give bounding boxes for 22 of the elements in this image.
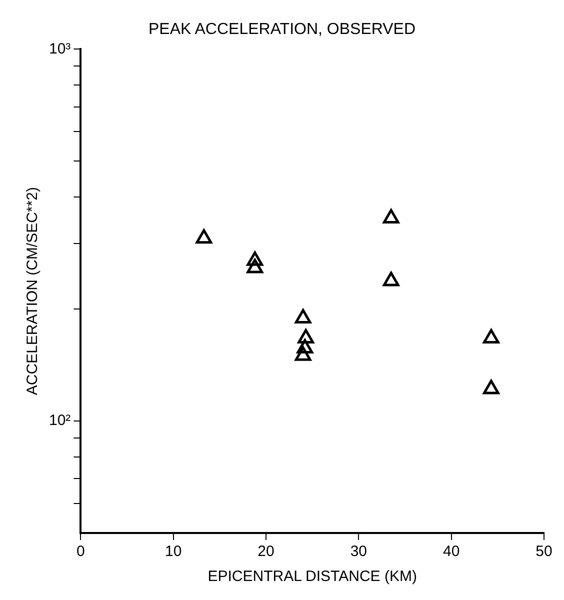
x-tick-label: 40 [442, 543, 460, 560]
point [294, 346, 312, 361]
x-tick-label: 10 [165, 543, 182, 560]
x-tick-label: 20 [258, 543, 274, 560]
y-axis-title: ACCELERATION (CM/SEC**2) [24, 187, 42, 396]
point [294, 309, 312, 324]
chart-title: PEAK ACCELERATION, OBSERVED [148, 21, 416, 38]
x-tick-label: 0 [76, 543, 85, 560]
point [246, 251, 264, 266]
point [196, 229, 212, 244]
x-tick-label: 50 [536, 543, 552, 560]
point [483, 328, 500, 344]
point [298, 328, 314, 344]
point [483, 380, 500, 394]
x-tick-label: 30 [350, 543, 368, 560]
point [382, 209, 400, 224]
y-tick-label: 10² [48, 412, 71, 430]
point [246, 258, 264, 274]
x-axis-title: EPICENTRAL DISTANCE (KM) [208, 568, 417, 586]
y-tick-label: 10³ [48, 40, 71, 58]
point [382, 272, 400, 286]
point [296, 338, 314, 354]
